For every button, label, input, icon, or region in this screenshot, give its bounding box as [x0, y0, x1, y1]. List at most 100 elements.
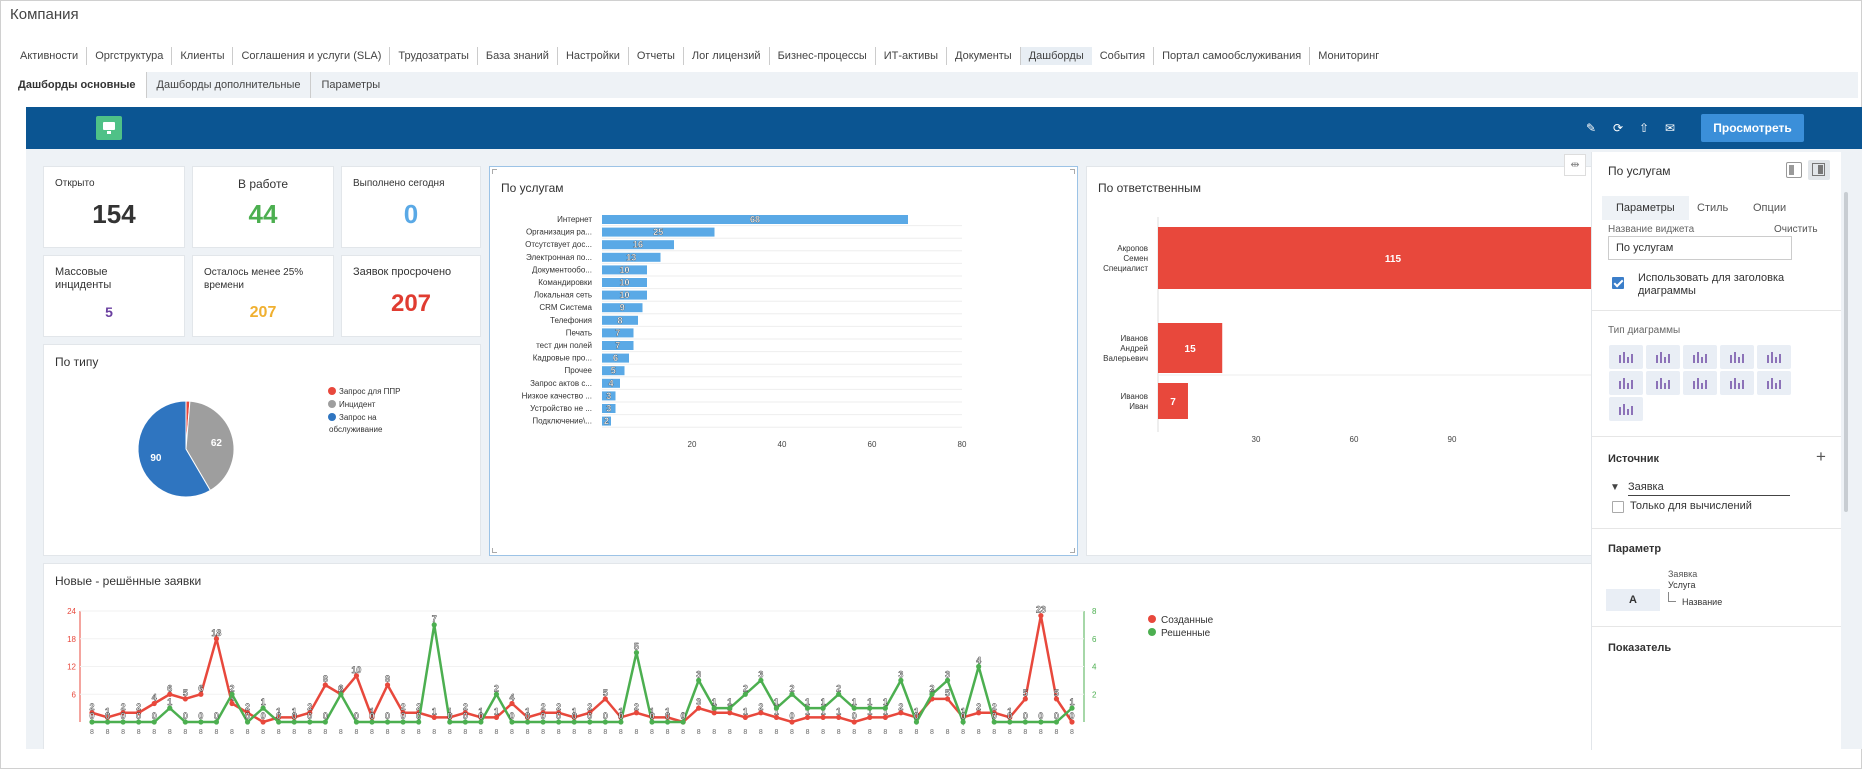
widget-name-input[interactable]: По услугам: [1608, 236, 1792, 260]
data-label: 0: [105, 711, 110, 721]
category-label: Андрей: [1120, 344, 1148, 353]
tab-main[interactable]: Оргструктура: [87, 47, 173, 65]
tick-label: 60: [868, 440, 877, 449]
export-icon[interactable]: ⇧: [1638, 121, 1650, 135]
widget-by-type[interactable]: По типу 62 90 Запрос для ППР Инцидент Запрос…: [43, 344, 481, 556]
tab-params[interactable]: Параметры: [1602, 196, 1689, 220]
data-label: 2: [89, 702, 94, 712]
tab-main[interactable]: ИТ-активы: [876, 47, 948, 65]
data-label: 2: [976, 702, 981, 712]
tab-main[interactable]: Настройки: [558, 47, 629, 65]
widget-open[interactable]: Открыто 154: [43, 166, 185, 248]
line-chart-icon[interactable]: [1757, 345, 1791, 369]
tab-sub[interactable]: Дашборды основные: [8, 72, 147, 98]
x-tick: 8: [837, 729, 841, 736]
bar-value: 10: [619, 278, 629, 288]
widget-by-services[interactable]: По услугам Интернет 68 Организация ра... 25…: [489, 166, 1078, 556]
layout-left-icon[interactable]: [1786, 162, 1802, 178]
widget-overdue[interactable]: Заявок просрочено 207: [341, 255, 481, 337]
source-field[interactable]: Заявка: [1628, 481, 1790, 496]
data-label: 0: [992, 711, 997, 721]
tab-main[interactable]: Дашборды: [1020, 47, 1092, 65]
tab-main[interactable]: Портал самообслуживания: [1154, 47, 1311, 65]
chart-title: По типу: [55, 355, 99, 369]
stacked-bar-icon[interactable]: [1720, 345, 1754, 369]
bar: [602, 215, 908, 224]
mail-icon[interactable]: ✉: [1664, 121, 1676, 135]
widget-done-today[interactable]: Выполнено сегодня 0: [341, 166, 481, 248]
pie-icon[interactable]: [1609, 371, 1643, 395]
filter-icon[interactable]: ▼: [1610, 482, 1620, 493]
tab-main[interactable]: База знаний: [478, 47, 558, 65]
widget-new-resolved[interactable]: Новые - решённые заявки 24 18 12 6 8 6 4 2 2 1 2 2 4…: [43, 563, 1626, 749]
add-source-icon[interactable]: +: [1816, 447, 1826, 466]
data-point: [602, 696, 608, 702]
tab-main[interactable]: Активности: [12, 47, 88, 65]
data-label: 0: [649, 711, 654, 721]
data-label: 2: [121, 702, 126, 712]
widget-by-responsible[interactable]: По ответственным 115 Акропов Семен Специали…: [1086, 166, 1627, 556]
data-point: [369, 714, 375, 720]
param-subfield[interactable]: Название: [1682, 597, 1723, 607]
data-label: 5: [634, 642, 639, 652]
data-point: [509, 719, 515, 725]
panel-scrollbar[interactable]: [1844, 192, 1848, 512]
split-handle[interactable]: ⇹: [1564, 154, 1586, 176]
bar-chart-icon[interactable]: [1609, 345, 1643, 369]
tab-main[interactable]: Лог лицензий: [684, 47, 770, 65]
data-point: [867, 714, 873, 720]
monitor-icon[interactable]: [96, 116, 122, 140]
data-point: [804, 705, 811, 711]
area-icon[interactable]: [1683, 371, 1717, 395]
data-point: [244, 710, 251, 716]
data-point: [540, 719, 546, 725]
data-label: 1: [1069, 697, 1074, 707]
data-point: [353, 673, 360, 679]
only-calc-checkbox[interactable]: [1612, 501, 1624, 513]
horizontal-bar-icon[interactable]: [1683, 345, 1717, 369]
refresh-icon[interactable]: ⟳: [1612, 121, 1624, 135]
donut-icon[interactable]: [1646, 371, 1680, 395]
data-label: 2: [556, 702, 561, 712]
bar-value: 10: [619, 265, 629, 275]
table-icon[interactable]: [1757, 371, 1791, 395]
data-point: [182, 719, 188, 725]
tab-main[interactable]: Соглашения и услуги (SLA): [233, 47, 391, 65]
grouped-bar-icon[interactable]: [1646, 345, 1680, 369]
number-icon[interactable]: [1720, 371, 1754, 395]
tab-main[interactable]: Клиенты: [172, 47, 234, 65]
tab-main[interactable]: Отчеты: [629, 47, 684, 65]
use-title-checkbox[interactable]: [1612, 277, 1624, 289]
data-point: [696, 705, 702, 711]
widget-in-work[interactable]: В работе 44: [192, 166, 334, 248]
tab-main[interactable]: Мониторинг: [1318, 50, 1380, 62]
data-label: 5: [1023, 688, 1028, 698]
category-label: Прочее: [564, 366, 592, 375]
data-point: [322, 719, 328, 725]
widget-mass[interactable]: Массовые инциденты 5: [43, 255, 185, 337]
legend-marker: [1148, 628, 1156, 636]
view-button[interactable]: Просмотреть: [1701, 114, 1804, 142]
data-label: 1: [712, 697, 717, 707]
tab-main[interactable]: Бизнес-процессы: [770, 47, 876, 65]
x-tick: 8: [666, 729, 670, 736]
data-point: [400, 710, 406, 716]
tab-main[interactable]: События: [1092, 47, 1155, 65]
gauge-icon[interactable]: [1609, 397, 1643, 421]
bar: [1158, 227, 1627, 289]
widget-left25[interactable]: Осталось менее 25% времени 207: [192, 255, 334, 337]
tick-label: 18: [67, 635, 76, 644]
tab-sub[interactable]: Параметры: [321, 79, 381, 91]
param-type-button[interactable]: A: [1606, 589, 1660, 611]
tab-options[interactable]: Опции: [1753, 202, 1787, 214]
data-label: 2: [634, 702, 639, 712]
tab-style[interactable]: Стиль: [1697, 202, 1729, 214]
tab-main[interactable]: Трудозатраты: [390, 47, 478, 65]
tab-main[interactable]: Документы: [947, 47, 1021, 65]
layout-right-icon[interactable]: [1808, 160, 1830, 180]
tab-sub[interactable]: Дашборды дополнительные: [147, 72, 312, 98]
x-tick: 8: [712, 729, 716, 736]
clear-link[interactable]: Очистить: [1774, 224, 1818, 235]
edit-icon[interactable]: ✎: [1585, 121, 1597, 135]
data-label: 2: [136, 702, 141, 712]
